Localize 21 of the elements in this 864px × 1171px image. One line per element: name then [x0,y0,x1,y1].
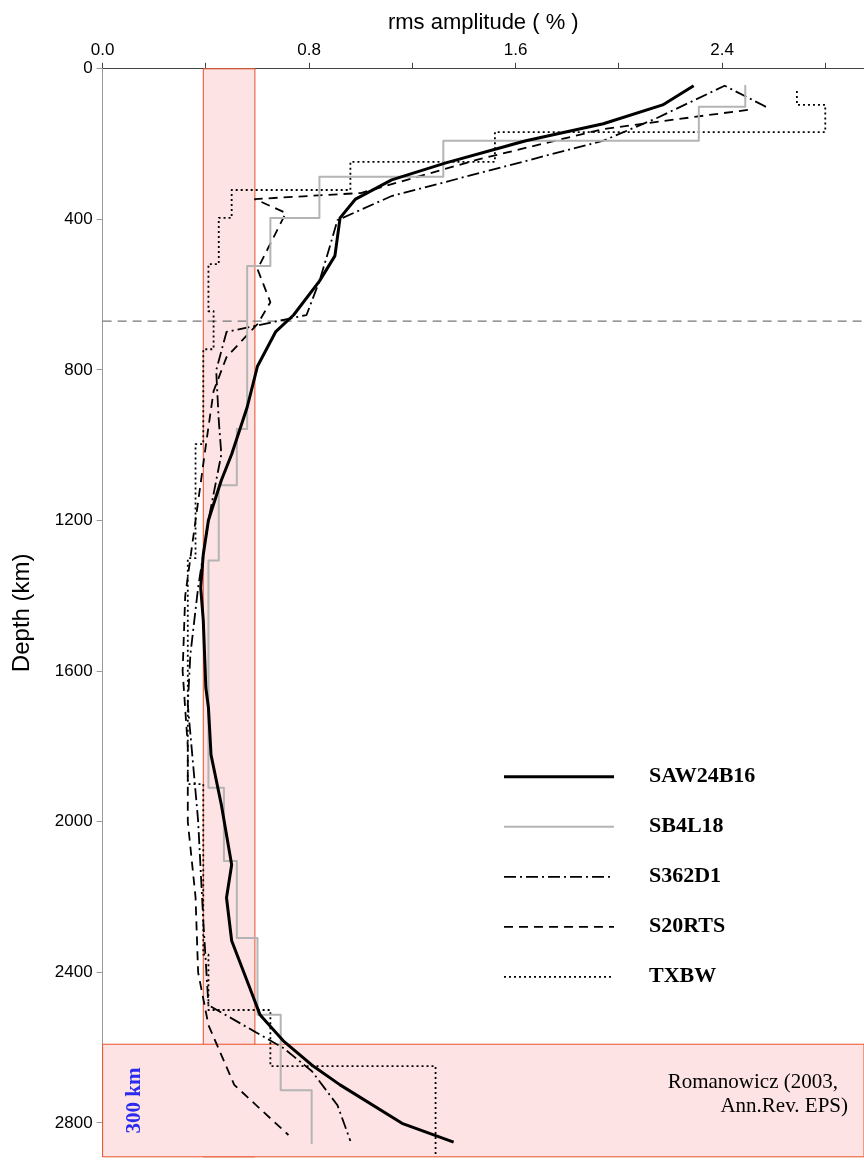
legend-label: S20RTS [649,912,726,938]
legend-label: SB4L18 [649,812,724,838]
y-tick-label: 400 [64,209,93,229]
x-tick-label: 0.0 [90,40,115,60]
y-tick-label: 2400 [54,962,93,982]
y-tick-label: 0 [83,58,93,78]
legend-label: TXBW [649,962,717,988]
y-axis-title: Depth (km) [7,553,35,673]
legend-label: SAW24B16 [649,762,756,788]
y-tick-label: 800 [64,359,93,379]
band-label: 300 km [121,1067,146,1134]
y-tick-label: 2000 [54,811,93,831]
x-tick-label: 2.4 [710,40,734,60]
x-axis-title: rms amplitude ( % ) [387,9,579,35]
x-tick-label: 1.6 [503,40,528,60]
x-tick-label: 0.8 [297,40,321,60]
y-tick-label: 2800 [54,1112,93,1132]
annotation: Romanowicz (2003, Ann.Rev. EPS) [667,1068,848,1117]
y-tick-label: 1600 [54,660,93,680]
y-tick-label: 1200 [54,510,93,530]
legend-label: S362D1 [649,862,722,888]
